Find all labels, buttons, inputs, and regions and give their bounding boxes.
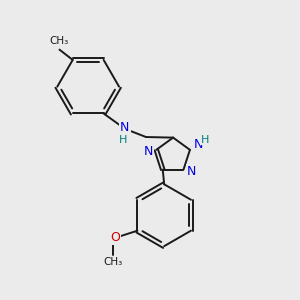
Text: N: N (194, 138, 203, 151)
Text: CH₃: CH₃ (49, 36, 68, 46)
Text: N: N (143, 145, 153, 158)
Text: H: H (119, 135, 128, 145)
Text: H: H (201, 134, 209, 145)
Text: N: N (120, 121, 130, 134)
Text: CH₃: CH₃ (103, 257, 123, 267)
Text: N: N (187, 164, 196, 178)
Text: O: O (110, 231, 120, 244)
